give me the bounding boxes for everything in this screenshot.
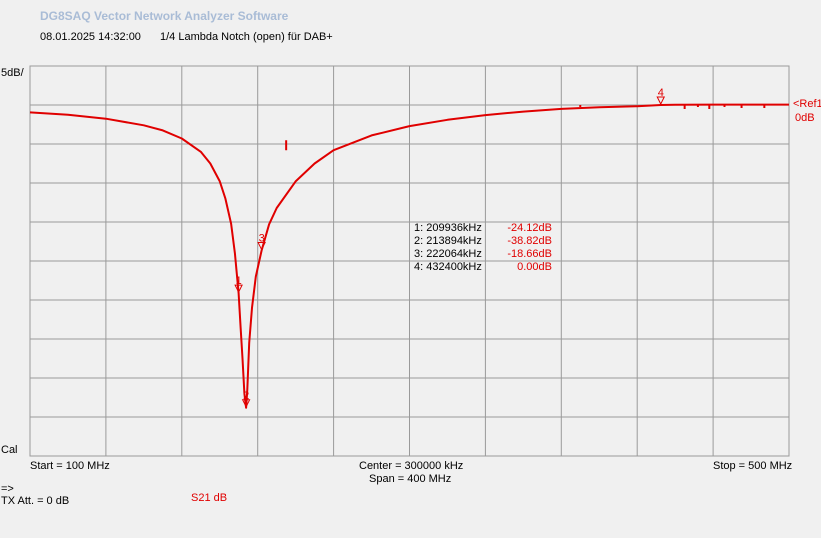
- scale-label: 5dB/: [1, 67, 24, 79]
- marker-value: -38.82dB: [507, 235, 552, 247]
- cal-label: Cal: [1, 444, 18, 456]
- marker-layer: 1 2 3 4: [234, 87, 666, 408]
- trace-label: S21 dB: [191, 492, 228, 504]
- marker-value: -24.12dB: [507, 222, 552, 234]
- marker-4-label: 4: [658, 87, 664, 99]
- marker-2-label: 2: [243, 390, 249, 402]
- reference-value: 0dB: [795, 112, 815, 124]
- measurement-title: 1/4 Lambda Notch (open) für DAB+: [160, 31, 333, 43]
- measurement-datetime: 08.01.2025 14:32:00: [40, 31, 141, 43]
- arrow-indicator: =>: [1, 483, 14, 495]
- center-frequency: Center = 300000 kHz: [359, 460, 464, 472]
- marker-3-label: 3: [259, 233, 265, 245]
- marker-4-triangle: [656, 96, 666, 106]
- tx-attenuation: TX Att. = 0 dB: [1, 495, 70, 507]
- marker-row: 4: 432400kHz 0.00dB: [414, 261, 552, 274]
- marker-frequency: 1: 209936kHz: [414, 222, 482, 234]
- marker-1-label: 1: [236, 275, 242, 287]
- marker-row: 3: 222064kHz -18.66dB: [414, 248, 552, 261]
- app-title: DG8SAQ Vector Network Analyzer Software: [40, 9, 289, 23]
- marker-value: -18.66dB: [507, 248, 552, 260]
- marker-frequency: 3: 222064kHz: [414, 248, 482, 260]
- marker-3-triangle: [257, 242, 266, 251]
- marker-value: 0.00dB: [517, 261, 552, 273]
- span-frequency: Span = 400 MHz: [369, 473, 452, 485]
- marker-row: 2: 213894kHz -38.82dB: [414, 235, 552, 248]
- marker-1-triangle: [234, 284, 243, 294]
- grid-lines: [30, 66, 789, 456]
- reference-label: <Ref1: [793, 98, 821, 110]
- marker-row: 1: 209936kHz -24.12dB: [414, 222, 552, 235]
- stop-frequency: Stop = 500 MHz: [713, 460, 793, 472]
- marker-table: 1: 209936kHz -24.12dB 2: 213894kHz -38.8…: [414, 222, 552, 274]
- marker-frequency: 2: 213894kHz: [414, 235, 482, 247]
- marker-2-triangle: [241, 399, 251, 408]
- start-frequency: Start = 100 MHz: [30, 460, 110, 472]
- marker-frequency: 4: 432400kHz: [414, 261, 482, 273]
- s21-trace: [29, 103, 789, 409]
